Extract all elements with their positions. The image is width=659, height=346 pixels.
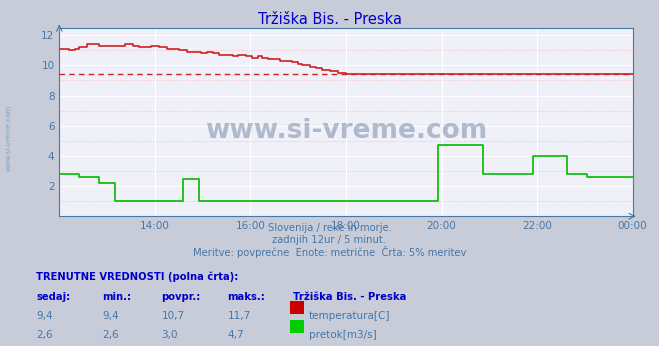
Text: 4,7: 4,7	[227, 330, 244, 340]
Text: 9,4: 9,4	[36, 311, 53, 321]
Text: sedaj:: sedaj:	[36, 292, 71, 302]
Text: 2,6: 2,6	[36, 330, 53, 340]
Text: 11,7: 11,7	[227, 311, 250, 321]
Text: min.:: min.:	[102, 292, 131, 302]
Text: 10,7: 10,7	[161, 311, 185, 321]
Text: pretok[m3/s]: pretok[m3/s]	[309, 330, 377, 340]
Text: Slovenija / reke in morje.: Slovenija / reke in morje.	[268, 223, 391, 233]
Text: www.si-vreme.com: www.si-vreme.com	[5, 105, 12, 172]
Text: zadnjih 12ur / 5 minut.: zadnjih 12ur / 5 minut.	[273, 235, 386, 245]
Text: www.si-vreme.com: www.si-vreme.com	[205, 118, 487, 144]
Text: Meritve: povprečne  Enote: metrične  Črta: 5% meritev: Meritve: povprečne Enote: metrične Črta:…	[193, 246, 466, 258]
Text: 3,0: 3,0	[161, 330, 178, 340]
Text: 9,4: 9,4	[102, 311, 119, 321]
Text: povpr.:: povpr.:	[161, 292, 201, 302]
Text: Tržiška Bis. - Preska: Tržiška Bis. - Preska	[293, 292, 407, 302]
Text: 2,6: 2,6	[102, 330, 119, 340]
Text: maks.:: maks.:	[227, 292, 265, 302]
Text: Tržiška Bis. - Preska: Tržiška Bis. - Preska	[258, 12, 401, 27]
Text: TRENUTNE VREDNOSTI (polna črta):: TRENUTNE VREDNOSTI (polna črta):	[36, 272, 239, 282]
Text: temperatura[C]: temperatura[C]	[309, 311, 391, 321]
